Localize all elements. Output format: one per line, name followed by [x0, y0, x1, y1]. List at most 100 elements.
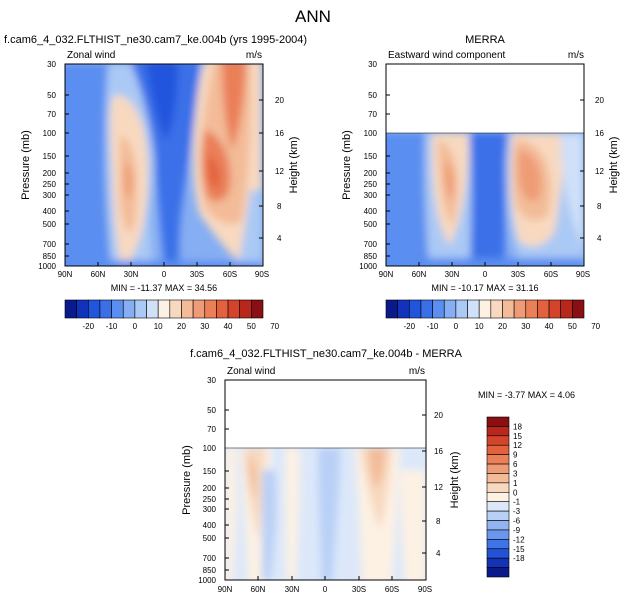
y2-tick: 12 [595, 167, 604, 176]
x-tick: 60N [91, 270, 106, 279]
colorbar-merra-swatch [478, 299, 492, 319]
colorbar-model-swatch [204, 299, 217, 319]
y-tick: 200 [203, 484, 217, 493]
colorbar-model-swatch [134, 299, 147, 319]
panel-merra-subtitle-left: Eastward wind component [388, 50, 506, 61]
colorbar-merra-swatch [467, 299, 480, 319]
y2-tick: 16 [275, 129, 284, 138]
y-tick: 250 [364, 180, 378, 189]
colorbar-merra-label: -10 [427, 322, 439, 331]
y-tick: 50 [368, 91, 377, 100]
panel-merra: MERRA Eastward wind component m/s [341, 34, 620, 293]
colorbar-merra-swatch [385, 299, 398, 319]
x-tick: 60N [412, 270, 427, 279]
colorbar-merra-swatch [537, 299, 550, 319]
x-tick: 30N [445, 270, 460, 279]
x-tick: 90S [418, 585, 432, 594]
panel-model-subtitle-left: Zonal wind [67, 50, 115, 61]
y-tick: 700 [203, 554, 217, 563]
x-tick: 0 [483, 270, 488, 279]
panel-merra-x-ticks: 90N 60N 30N 0 30S 60S 90S [379, 270, 590, 279]
colorbar-merra-swatch [432, 299, 445, 319]
y2-tick: 12 [434, 483, 443, 492]
colorbar-model: -20 -10 0 10 20 30 40 50 70 [64, 299, 280, 331]
colorbar-merra-swatch [548, 299, 562, 319]
panel-model-y2label: Height (km) [288, 137, 300, 194]
y2-tick: 16 [434, 447, 443, 456]
y2-tick: 20 [275, 96, 284, 105]
y-tick: 500 [43, 220, 57, 229]
panel-diff-y2-ticks: 20 16 12 8 4 [434, 411, 443, 558]
y-tick: 30 [368, 60, 377, 69]
panel-model-ylabel: Pressure (mb) [20, 130, 32, 200]
colorbar-diff-swatch [486, 491, 510, 503]
y-tick: 30 [207, 376, 216, 385]
colorbar-merra-swatch [397, 299, 410, 319]
colorbar-model-swatch [227, 299, 241, 319]
colorbar-diff-swatch [486, 520, 510, 531]
panel-diff-title: f.cam6_4_032.FLTHIST_ne30.cam7_ke.004b -… [190, 348, 463, 360]
y-tick: 500 [203, 534, 217, 543]
colorbar-model-label: 30 [200, 322, 209, 331]
colorbar-merra-swatch [455, 299, 468, 319]
colorbar-model-swatch [251, 299, 264, 319]
colorbar-diff-label: 18 [513, 422, 522, 431]
colorbar-merra-swatch [443, 299, 457, 319]
colorbar-merra-label: 40 [545, 322, 554, 331]
x-tick: 30N [285, 585, 300, 594]
x-tick: 60N [251, 585, 266, 594]
colorbar-model-swatch [169, 299, 182, 319]
colorbar-model-label: -20 [83, 322, 95, 331]
panel-model-x-ticks: 90N 60N 30N 0 30S 60S 90S [58, 270, 269, 279]
colorbar-diff-swatch [486, 567, 510, 578]
colorbar-model-swatch [111, 299, 124, 319]
colorbar-merra-swatch [572, 299, 585, 319]
colorbar-diff-swatch [486, 416, 510, 427]
panel-merra-field [386, 64, 584, 266]
y2-tick: 8 [436, 517, 441, 526]
colorbar-merra-swatch [513, 299, 527, 319]
x-tick: 30S [511, 270, 525, 279]
y-tick: 400 [203, 521, 217, 530]
x-tick: 90N [58, 270, 73, 279]
x-tick: 90S [576, 270, 590, 279]
y2-tick: 20 [434, 411, 443, 420]
colorbar-diff-label: 12 [513, 441, 522, 450]
y2-tick: 4 [436, 549, 441, 558]
panel-diff-ylabel: Pressure (mb) [181, 445, 193, 515]
colorbar-diff-swatch [486, 510, 510, 521]
y-tick: 100 [43, 129, 57, 138]
colorbar-merra: -20 -10 0 10 20 30 40 50 70 [385, 299, 601, 331]
y-tick: 200 [43, 169, 57, 178]
colorbar-diff-label: 1 [513, 479, 518, 488]
colorbar-model-swatch [87, 299, 101, 319]
y-tick: 850 [203, 566, 217, 575]
panel-merra-y2label: Height (km) [608, 137, 620, 194]
colorbar-diff-swatch [486, 473, 510, 484]
y-tick: 150 [364, 152, 378, 161]
x-tick: 0 [323, 585, 328, 594]
colorbar-model-label: -10 [106, 322, 118, 331]
colorbar-model-swatch [122, 299, 136, 319]
y-tick: 700 [364, 240, 378, 249]
y-tick: 700 [43, 240, 57, 249]
colorbar-model-label: 50 [247, 322, 256, 331]
y-tick: 1000 [38, 262, 56, 271]
colorbar-merra-swatch [490, 299, 503, 319]
y-tick: 50 [207, 406, 216, 415]
y-tick: 100 [203, 444, 217, 453]
colorbar-diff-swatch [486, 444, 510, 455]
y-tick: 300 [43, 191, 57, 200]
panel-model-field [65, 64, 263, 266]
colorbar-diff-swatch [486, 482, 510, 493]
colorbar-merra-label: 10 [475, 322, 484, 331]
colorbar-model-label: 20 [177, 322, 186, 331]
colorbar-diff-label: -9 [513, 526, 521, 535]
y-tick: 1000 [198, 576, 216, 585]
y-tick: 300 [203, 505, 217, 514]
panel-diff: f.cam6_4_032.FLTHIST_ne30.cam7_ke.004b -… [181, 348, 575, 594]
colorbar-diff-label: 15 [513, 432, 522, 441]
y-tick: 100 [364, 129, 378, 138]
y-tick: 850 [364, 252, 378, 261]
